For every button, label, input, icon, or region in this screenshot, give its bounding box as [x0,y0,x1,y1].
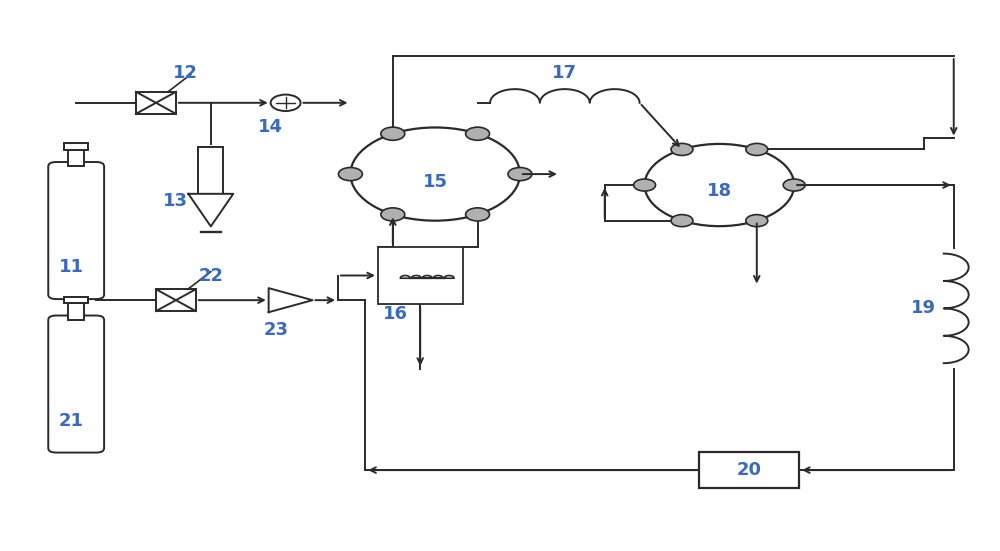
Circle shape [466,208,490,221]
Text: 21: 21 [59,412,84,430]
Circle shape [645,144,794,226]
Text: 11: 11 [59,258,84,276]
Text: 20: 20 [737,461,762,479]
Circle shape [508,168,532,181]
Text: 12: 12 [173,64,198,82]
Polygon shape [188,194,233,226]
Circle shape [746,215,768,226]
Circle shape [783,179,805,191]
Text: 18: 18 [707,181,732,199]
Text: 14: 14 [258,118,283,137]
Bar [68,304,84,320]
Bar [64,297,88,304]
Circle shape [634,179,656,191]
Circle shape [350,127,520,221]
Circle shape [746,143,768,155]
Bar [198,147,223,194]
Text: 23: 23 [263,321,288,339]
Bar [136,92,176,114]
Bar [68,150,84,166]
Circle shape [338,168,362,181]
Text: 17: 17 [552,64,577,82]
Circle shape [466,127,490,141]
Bar [64,143,88,150]
Polygon shape [269,288,313,312]
Circle shape [271,95,301,111]
Circle shape [671,215,693,226]
Circle shape [381,208,405,221]
Text: 22: 22 [198,267,223,284]
Bar [699,452,799,488]
Text: 16: 16 [383,305,408,323]
FancyBboxPatch shape [48,162,104,299]
Text: 19: 19 [911,299,936,317]
Text: 15: 15 [423,174,448,191]
Text: 13: 13 [163,192,188,210]
Circle shape [381,127,405,141]
Bar [156,289,196,311]
Bar [378,247,463,304]
FancyBboxPatch shape [48,316,104,452]
Circle shape [671,143,693,155]
